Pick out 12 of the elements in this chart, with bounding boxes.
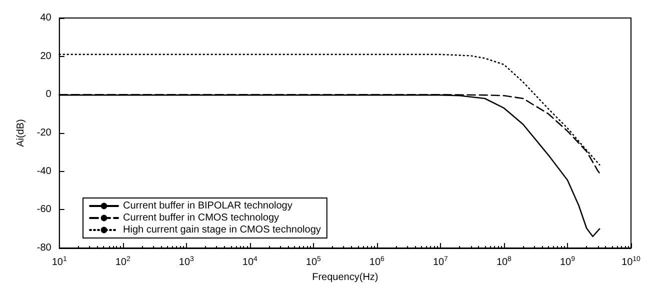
legend-label: High current gain stage in CMOS technology (123, 224, 321, 236)
legend-label: Current buffer in BIPOLAR technology (123, 200, 292, 212)
y-tick-label: -60 (36, 204, 52, 216)
y-tick-label: 20 (40, 50, 52, 62)
y-tick-label: -80 (36, 242, 52, 254)
legend-label: Current buffer in CMOS technology (123, 212, 280, 224)
y-tick-label: -20 (36, 128, 52, 138)
y-tick-label: 0 (46, 89, 52, 100)
y-tick-label: -40 (36, 166, 52, 177)
y-tick-label: 40 (40, 12, 52, 24)
y-axis-title: Ai(dB) (16, 119, 26, 147)
x-axis-title: Frequency(Hz) (312, 272, 378, 283)
